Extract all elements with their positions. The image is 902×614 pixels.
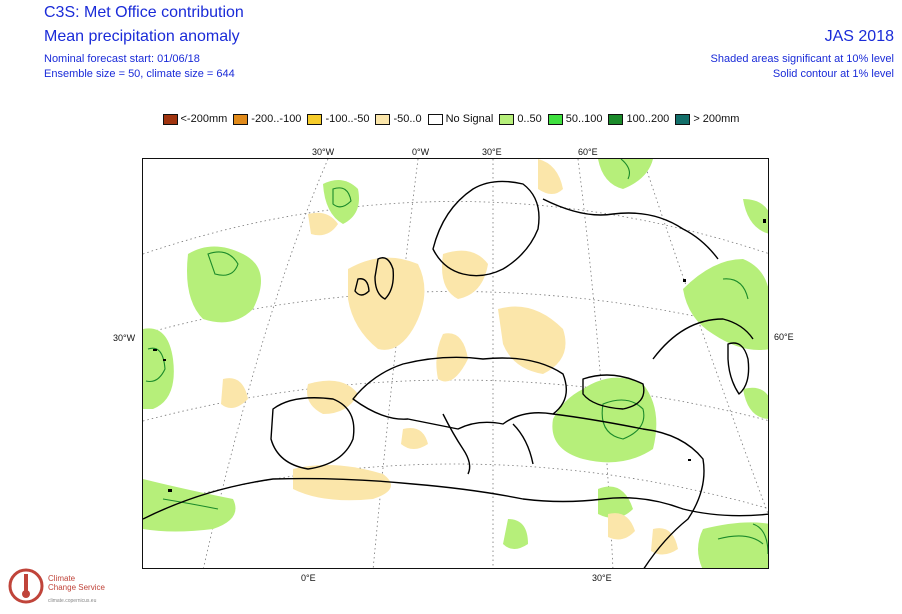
lat-label-right: 60°E	[774, 332, 794, 342]
logo-subtext: climate.copernicus.eu	[48, 598, 97, 604]
significance-10: Shaded areas significant at 10% level	[710, 53, 894, 65]
legend-item: -200..-100	[233, 113, 301, 125]
ensemble-size: Ensemble size = 50, climate size = 644	[44, 68, 235, 80]
legend-label: 100..200	[626, 113, 670, 125]
logo-line-1: Climate	[48, 574, 76, 583]
legend-item: -50..0	[375, 113, 422, 125]
legend-item: <-200mm	[162, 113, 228, 125]
legend-item: No Signal	[427, 113, 494, 125]
lon-label-top: 30°W	[312, 147, 335, 157]
lon-label-top: 0°W	[412, 147, 430, 157]
legend-label: > 200mm	[693, 113, 740, 125]
precipitation-map	[142, 158, 769, 569]
coastlines	[143, 180, 768, 568]
dry-anomaly-areas	[221, 159, 678, 555]
legend-label: <-200mm	[180, 113, 228, 125]
legend-label: 0..50	[517, 113, 542, 125]
lon-label-bottom: 30°E	[592, 573, 612, 583]
map-canvas	[143, 159, 768, 568]
legend-swatch	[427, 113, 443, 125]
legend-item: > 200mm	[675, 113, 739, 125]
wet-anomaly-areas	[143, 159, 768, 568]
significance-1: Solid contour at 1% level	[772, 68, 894, 80]
legend-label: 50..100	[565, 113, 603, 125]
legend-swatch	[608, 113, 624, 125]
title-line-2: Mean precipitation anomaly	[44, 28, 240, 45]
legend-item: 50..100	[547, 113, 603, 125]
legend-item: -100..-50	[307, 113, 369, 125]
legend-item: 100..200	[608, 113, 669, 125]
legend-label: -200..-100	[251, 113, 302, 125]
legend-swatch	[547, 113, 563, 125]
title-line-1: C3S: Met Office contribution	[44, 4, 244, 21]
island-marks	[153, 219, 766, 492]
copernicus-logo: Climate Change Service climate.copernicu…	[6, 562, 126, 610]
legend-item: 0..50	[499, 113, 542, 125]
significance-contours	[145, 159, 768, 555]
lat-label-left: 30°W	[113, 333, 136, 343]
season-label: JAS 2018	[824, 28, 894, 45]
legend-swatch	[675, 113, 691, 125]
logo-line-2: Change Service	[48, 583, 105, 592]
legend-swatch	[162, 113, 178, 125]
legend-swatch	[307, 113, 323, 125]
logo-text: Climate Change Service	[48, 574, 105, 592]
legend-label: -100..-50	[325, 113, 370, 125]
legend: <-200mm -200..-100 -100..-50 -50..0 No S…	[0, 110, 902, 128]
legend-label: No Signal	[445, 113, 494, 125]
lon-label-top: 30°E	[482, 147, 502, 157]
climate-logo-icon	[8, 568, 44, 604]
legend-swatch	[375, 113, 391, 125]
legend-swatch	[233, 113, 249, 125]
legend-swatch	[499, 113, 515, 125]
legend-label: -50..0	[393, 113, 422, 125]
forecast-start: Nominal forecast start: 01/06/18	[44, 53, 200, 65]
lon-label-bottom: 0°E	[301, 573, 316, 583]
lon-label-top: 60°E	[578, 147, 598, 157]
